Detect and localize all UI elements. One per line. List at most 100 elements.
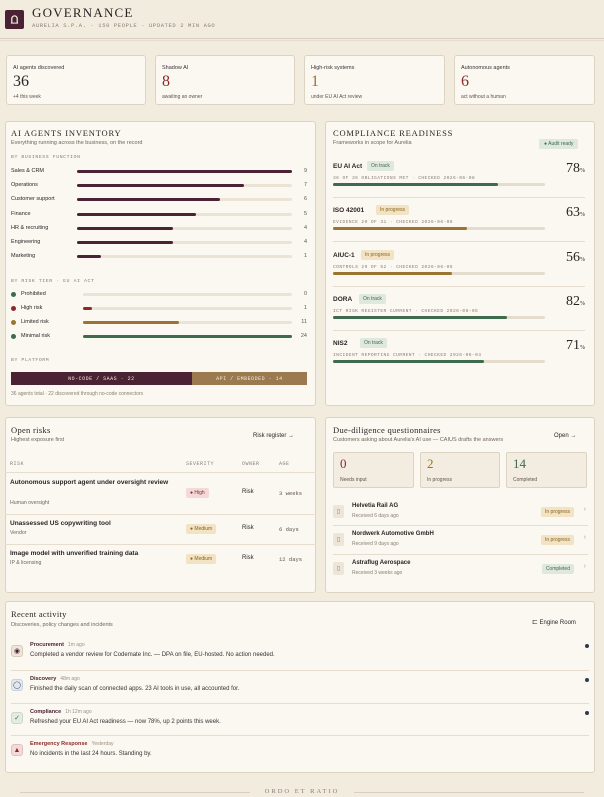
table-row[interactable]: Image model with unverified training dat… [10, 549, 316, 573]
risk-tier-row[interactable]: Limited risk 11 [11, 318, 307, 328]
kpi-sub: +4 this week [13, 94, 41, 100]
ddq-item[interactable]: ▯ Astraflug Aerospace Received 3 weeks a… [333, 559, 588, 581]
function-row[interactable]: HR & recruiting 4 [11, 224, 307, 234]
col-risk: RISK [10, 461, 25, 467]
platform-split-bar: NO-CODE / SAAS · 22 API / EMBEDDED · 14 [11, 372, 307, 385]
function-bar-fill [77, 226, 173, 230]
tier-label: High risk [21, 305, 43, 311]
framework-status-badge: On track [367, 161, 394, 171]
activity-item[interactable]: ◯ Discovery 48m ago Finished the daily sc… [11, 674, 589, 704]
ddq-open-link[interactable]: Open → [554, 433, 577, 439]
audit-ready-badge: ● Audit ready [539, 139, 579, 149]
stat-needs-input[interactable]: 0 Needs input [333, 452, 414, 488]
tier-bar-fill [83, 307, 92, 310]
activity-category: Emergency Response Yesterday [30, 741, 114, 747]
activity-item[interactable]: ▲ Emergency Response Yesterday No inciden… [11, 739, 589, 769]
framework-percent: 71% [566, 338, 585, 354]
table-row[interactable]: Unassessed US copywriting tool Vendor ● … [10, 519, 316, 543]
by-platform-label: BY PLATFORM [11, 358, 50, 363]
ddq-item[interactable]: ▯ Helvetia Rail AG Received 6 days ago I… [333, 502, 588, 524]
framework-row[interactable]: DORA On track ICT RISK REGISTER CURRENT · … [333, 293, 585, 340]
function-row[interactable]: Sales & CRM 9 [11, 167, 307, 177]
risk-category: Vendor [10, 530, 27, 536]
activity-message: No incidents in the last 24 hours. Stand… [30, 751, 152, 757]
tier-count: 1 [303, 305, 307, 311]
stat-completed[interactable]: 14 Completed [506, 452, 587, 488]
function-count: 4 [303, 239, 307, 245]
function-count: 9 [303, 168, 307, 174]
framework-status-badge: In progress [361, 249, 395, 260]
kpi-card-agents[interactable]: AI agents discovered 36 +4 this week [6, 55, 146, 105]
open-risks-card [5, 417, 316, 593]
ddq-card [325, 417, 595, 593]
framework-meta: EVIDENCE 20 OF 31 · CHECKED 2026-06-08 [333, 220, 453, 226]
document-icon: ▯ [333, 533, 344, 546]
function-bar-track [77, 241, 292, 244]
unread-dot [585, 678, 589, 682]
function-row[interactable]: Finance 5 [11, 210, 307, 220]
activity-category: Compliance 1h 12m ago [30, 709, 92, 715]
kpi-label: Autonomous agents [461, 65, 510, 71]
framework-meta: ICT RISK REGISTER CURRENT · CHECKED 2026… [333, 308, 479, 314]
risk-register-link[interactable]: Risk register → [253, 433, 295, 439]
function-label: Operations [11, 182, 38, 189]
risk-tier-row[interactable]: High risk 1 [11, 304, 307, 314]
activity-message: Completed a vendor review for Codemate I… [30, 652, 275, 658]
kpi-card-autonomous[interactable]: Autonomous agents 6 act without a human [454, 55, 595, 105]
function-count: 6 [303, 196, 307, 203]
framework-row[interactable]: NIS2 On track INCIDENT REPORTING CURRENT ·… [333, 338, 585, 384]
framework-progress-fill [333, 227, 467, 231]
risk-title: Autonomous support agent under oversight… [10, 479, 169, 486]
function-row[interactable]: Marketing 1 [11, 252, 307, 262]
tier-count: 24 [300, 333, 307, 339]
risk-age: 12 days [279, 556, 303, 563]
engine-room-icon: ⊏ [532, 619, 538, 626]
risk-category: Human oversight [10, 500, 50, 506]
activity-time: 1h 12m ago [65, 709, 92, 715]
row-divider [11, 703, 589, 704]
kpi-card-high-risk[interactable]: High-risk systems 1 under EU AI Act revi… [304, 55, 445, 105]
risk-tier-row[interactable]: Minimal risk 24 [11, 332, 307, 342]
function-bar-track [77, 226, 292, 230]
tier-color-dot [11, 306, 16, 311]
ddq-status-badge: Completed [541, 564, 574, 574]
function-count: 7 [303, 182, 307, 189]
document-icon: ▯ [333, 505, 344, 518]
framework-meta: 36 OF 36 OBLIGATIONS MET · CHECKED 2026-… [333, 176, 476, 181]
activity-item[interactable]: ✓ Compliance 1h 12m ago Refreshed your EU… [11, 707, 589, 737]
risk-tier-row[interactable]: Prohibited 0 [11, 290, 307, 300]
stat-in-progress[interactable]: 2 In progress [420, 452, 500, 488]
framework-divider [333, 241, 585, 243]
framework-divider [333, 197, 585, 198]
tier-count: 0 [303, 291, 307, 297]
framework-row[interactable]: EU AI Act On track 36 OF 36 OBLIGATIONS ME… [333, 161, 585, 207]
risk-age: 3 weeks [279, 490, 303, 497]
activity-message: Refreshed your EU AI Act readiness — now… [30, 719, 221, 725]
page-header: GOVERNANCE AURELIA S.P.A. · 150 PEOPLE ·… [0, 0, 604, 37]
framework-percent: 63% [566, 205, 585, 221]
function-row[interactable]: Engineering 4 [11, 238, 307, 248]
framework-row[interactable]: ISO 42001 In progress EVIDENCE 20 OF 31 · … [333, 205, 585, 251]
ddq-title: Due-diligence questionnaires [333, 425, 441, 435]
ddq-customer: Nordwerk Automotive GmbH [352, 531, 434, 537]
kpi-card-shadow-ai[interactable]: Shadow AI 8 awaiting an owner [155, 55, 295, 105]
tier-bar-fill [83, 321, 179, 324]
function-bar-fill [77, 241, 173, 244]
engine-room-link[interactable]: ⊏ Engine Room [532, 619, 576, 626]
ddq-item[interactable]: ▯ Nordwerk Automotive GmbH Received 9 da… [333, 530, 588, 552]
framework-progress-fill [333, 271, 452, 275]
framework-row[interactable]: AIUC-1 In progress CONTROLS 29 OF 52 · CHE… [333, 249, 585, 296]
ddq-subtitle: Customers asking about Aurelia's AI use … [333, 437, 504, 443]
kpi-sub: awaiting an owner [162, 94, 203, 100]
row-divider [333, 525, 588, 526]
table-row[interactable]: Autonomous support agent under oversight… [10, 478, 316, 514]
activity-item[interactable]: ◉ Procurement 1m ago Completed a vendor r… [11, 640, 589, 670]
risk-title: Unassessed US copywriting tool [10, 520, 111, 527]
function-row[interactable]: Customer support 6 [11, 195, 307, 205]
activity-subtitle: Discoveries, policy changes and incident… [11, 622, 113, 628]
function-bar-track [77, 198, 292, 202]
kpi-label: Shadow AI [162, 65, 189, 71]
tier-label: Limited risk [21, 319, 49, 325]
tier-bar-track [83, 307, 292, 310]
function-row[interactable]: Operations 7 [11, 181, 307, 191]
